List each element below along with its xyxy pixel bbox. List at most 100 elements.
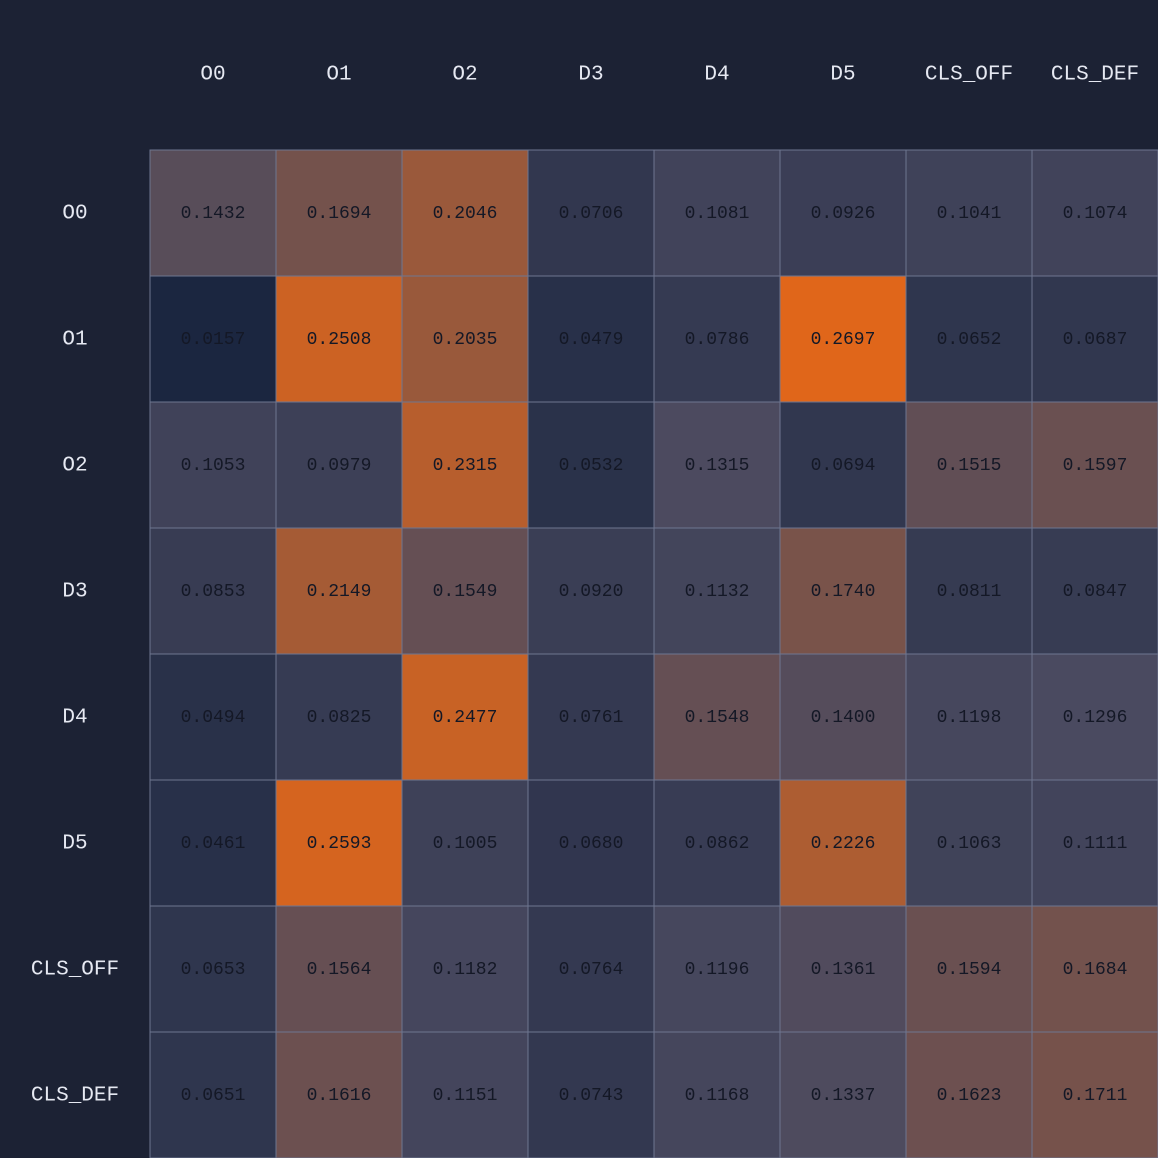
cell-value-label: 0.1168 [685, 1086, 750, 1106]
cell-value-label: 0.0761 [559, 708, 624, 728]
column-label: D3 [578, 64, 603, 87]
cell-value-label: 0.1111 [1063, 834, 1128, 854]
cell-value-label: 0.1063 [937, 834, 1002, 854]
cell-value-label: 0.0651 [181, 1086, 246, 1106]
column-label: D4 [704, 64, 729, 87]
cell-value-label: 0.2477 [433, 708, 498, 728]
column-label: O0 [200, 64, 225, 87]
heatmap-cell [779, 149, 907, 277]
cell-value-label: 0.0494 [181, 708, 246, 728]
cell-value-label: 0.1594 [937, 960, 1002, 980]
heatmap-cell [527, 527, 655, 655]
cell-value-label: 0.0743 [559, 1086, 624, 1106]
cell-value-label: 0.0706 [559, 204, 624, 224]
heatmap-cell [653, 527, 781, 655]
cell-value-label: 0.1711 [1063, 1086, 1128, 1106]
column-labels: O0 O1 O2 D3 D4 D5 CLS_OFF CLS_DEF [200, 64, 1139, 87]
heatmap-cell [149, 527, 277, 655]
row-labels: O0 O1 O2 D3 D4 D5 CLS_OFF CLS_DEF [31, 203, 119, 1108]
cell-value-label: 0.1151 [433, 1086, 498, 1106]
heatmap-cell [401, 401, 529, 529]
cell-value-label: 0.1081 [685, 204, 750, 224]
cell-value-label: 0.0652 [937, 330, 1002, 350]
column-label: CLS_OFF [925, 64, 1013, 87]
cell-value-label: 0.0680 [559, 834, 624, 854]
heatmap-cell [149, 149, 277, 277]
heatmap-cell [401, 653, 529, 781]
heatmap-cell [779, 275, 907, 403]
heatmap-cell [905, 905, 1033, 1033]
heatmap-cell [1031, 779, 1158, 907]
cell-value-label: 0.0926 [811, 204, 876, 224]
cell-value-label: 0.0811 [937, 582, 1002, 602]
heatmap-cell [905, 149, 1033, 277]
cell-value-label: 0.0694 [811, 456, 876, 476]
heatmap-cell [905, 527, 1033, 655]
cell-value-label: 0.1196 [685, 960, 750, 980]
cell-value-label: 0.0920 [559, 582, 624, 602]
row-label: D3 [62, 581, 87, 604]
cell-value-label: 0.1361 [811, 960, 876, 980]
cell-value-label: 0.1074 [1063, 204, 1128, 224]
heatmap-cell [905, 275, 1033, 403]
cell-value-label: 0.0825 [307, 708, 372, 728]
row-label: D4 [62, 707, 87, 730]
heatmap-cell [905, 653, 1033, 781]
heatmap-cell [275, 275, 403, 403]
heatmap-cell [149, 275, 277, 403]
cell-value-label: 0.0461 [181, 834, 246, 854]
heatmap-cell [1031, 1031, 1158, 1158]
cell-value-label: 0.0532 [559, 456, 624, 476]
heatmap-cell [905, 1031, 1033, 1158]
heatmap-cell [653, 1031, 781, 1158]
heatmap-cell [1031, 653, 1158, 781]
cell-value-label: 0.0847 [1063, 582, 1128, 602]
cell-value-label: 0.1432 [181, 204, 246, 224]
cell-value-label: 0.0687 [1063, 330, 1128, 350]
cell-value-label: 0.1597 [1063, 456, 1128, 476]
heatmap-cell [779, 653, 907, 781]
heatmap-cell [275, 527, 403, 655]
cell-value-label: 0.1740 [811, 582, 876, 602]
heatmap-cell [149, 401, 277, 529]
heatmap-cell [401, 527, 529, 655]
cell-value-label: 0.2149 [307, 582, 372, 602]
cell-value-label: 0.2226 [811, 834, 876, 854]
column-label: CLS_DEF [1051, 64, 1139, 87]
cell-value-label: 0.1616 [307, 1086, 372, 1106]
cell-value-label: 0.1548 [685, 708, 750, 728]
cell-value-label: 0.1400 [811, 708, 876, 728]
cell-value-label: 0.1623 [937, 1086, 1002, 1106]
cell-value-label: 0.0853 [181, 582, 246, 602]
heatmap-cell [653, 275, 781, 403]
heatmap-cell [527, 401, 655, 529]
heatmap-cell [149, 905, 277, 1033]
row-label: O2 [62, 455, 87, 478]
cell-value-label: 0.0979 [307, 456, 372, 476]
cell-value-label: 0.0157 [181, 330, 246, 350]
heatmap-cell [527, 1031, 655, 1158]
row-label: O1 [62, 329, 87, 352]
row-label: O0 [62, 203, 87, 226]
heatmap-cell [149, 653, 277, 781]
column-label: O1 [326, 64, 351, 87]
cell-value-label: 0.0862 [685, 834, 750, 854]
heatmap-cell [527, 275, 655, 403]
heatmap-cell [905, 401, 1033, 529]
heatmap-cell [401, 275, 529, 403]
cell-value-label: 0.1315 [685, 456, 750, 476]
heatmap-cell [275, 401, 403, 529]
heatmap-cell [653, 779, 781, 907]
heatmap-cell [527, 779, 655, 907]
cell-value-label: 0.0786 [685, 330, 750, 350]
cell-value-label: 0.0653 [181, 960, 246, 980]
cell-value-label: 0.1132 [685, 582, 750, 602]
cell-value-label: 0.0479 [559, 330, 624, 350]
heatmap-cell [275, 149, 403, 277]
cell-value-label: 0.0764 [559, 960, 624, 980]
cell-value-label: 0.1005 [433, 834, 498, 854]
heatmap-cell [527, 653, 655, 781]
heatmap-cell [275, 779, 403, 907]
row-label: D5 [62, 833, 87, 856]
